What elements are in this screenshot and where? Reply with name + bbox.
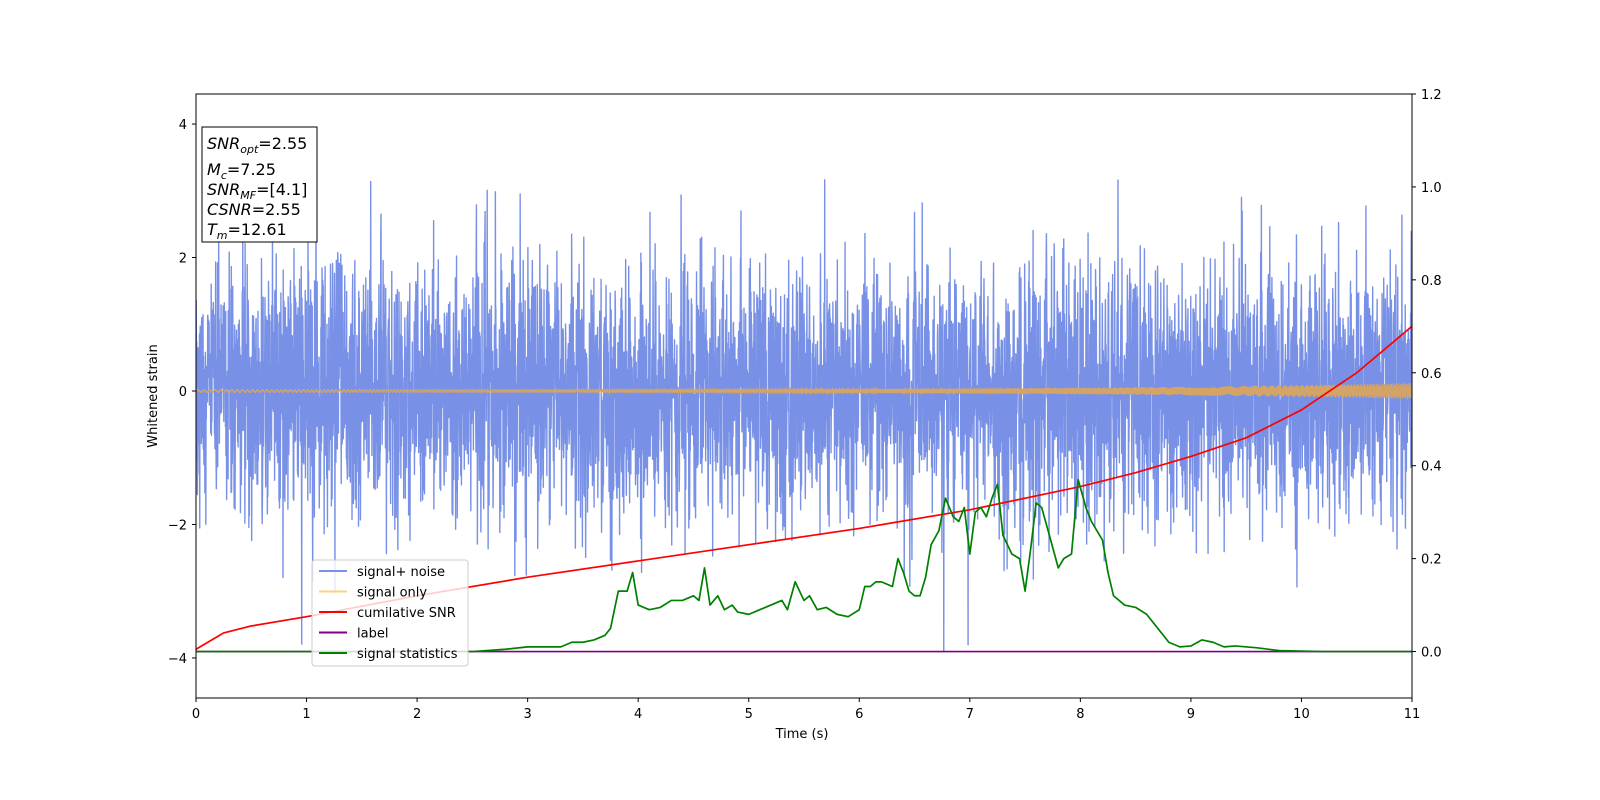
- x-tick-label: 8: [1076, 707, 1084, 722]
- legend-label-signal-noise: signal+ noise: [357, 565, 445, 580]
- legend-entries: signal+ noise signal only cumilative SNR la…: [319, 565, 458, 662]
- y-tick-label-right: 0.6: [1421, 367, 1442, 382]
- legend-label-signal-statistics: signal statistics: [357, 647, 458, 662]
- y-tick-label-right: 1.0: [1421, 181, 1442, 196]
- plot-frame: [195, 93, 1413, 699]
- x-tick-label: 3: [523, 707, 531, 722]
- y-axis-left: −4 −2 0 2 4: [168, 118, 196, 667]
- x-tick-label: 9: [1187, 707, 1195, 722]
- y-tick-label-left: −4: [168, 652, 187, 667]
- annotation-lines: SNRopt=2.55 Mc=7.25SNRMF=[4.1]CSNR=2.55Tm…: [207, 134, 307, 242]
- series-line-signal-only: [196, 383, 1412, 399]
- annotation-line: SNRMF=[4.1]: [207, 180, 307, 202]
- series-line-signal-noise: [196, 179, 1412, 652]
- x-tick-label: 1: [302, 707, 310, 722]
- y-tick-label-right: 0.0: [1421, 646, 1442, 661]
- y-tick-label-left: 2: [179, 252, 187, 267]
- x-tick-label: 2: [413, 707, 421, 722]
- annotation-line: Tm=12.61: [207, 220, 287, 242]
- x-tick-label: 0: [192, 707, 200, 722]
- annotation-line: SNRopt=2.55: [207, 134, 307, 156]
- x-tick-label: 6: [855, 707, 863, 722]
- x-axis-label: Time (s): [775, 727, 829, 742]
- legend: signal+ noise signal only cumilative SNR la…: [311, 559, 469, 667]
- annotation-line: Mc=7.25: [207, 160, 276, 182]
- annotation-line: CSNR=2.55: [207, 200, 301, 219]
- series-line-signal-statistics: [196, 478, 1412, 653]
- y-tick-label-right: 0.2: [1421, 553, 1442, 568]
- x-tick-label: 7: [966, 707, 974, 722]
- legend-label-cumilative-snr: cumilative SNR: [357, 606, 456, 621]
- x-tick-label: 10: [1293, 707, 1310, 722]
- series-line-cumilative-snr: [196, 325, 1412, 650]
- y-axis-right: 0.0 0.2 0.4 0.6 0.8 1.0 1.2: [1412, 88, 1442, 661]
- annotation-frame: [201, 126, 318, 243]
- x-tick-label: 4: [634, 707, 642, 722]
- legend-label-label: label: [357, 627, 388, 642]
- y-tick-label-right: 0.8: [1421, 274, 1442, 289]
- y-tick-label-right: 1.2: [1421, 88, 1442, 103]
- y-tick-label-left: −2: [168, 518, 187, 533]
- y-axis-label: Whitened strain: [146, 344, 161, 447]
- y-tick-label-left: 4: [179, 118, 187, 133]
- y-tick-label-left: 0: [179, 385, 187, 400]
- annotation-box: SNRopt=2.55 Mc=7.25SNRMF=[4.1]CSNR=2.55Tm…: [201, 126, 318, 243]
- x-axis: 0 1 2 3 4 5 6 7 8 9 10 11: [192, 698, 1420, 722]
- legend-frame: [311, 559, 469, 667]
- y-tick-label-right: 0.4: [1421, 460, 1442, 475]
- x-tick-label: 11: [1404, 707, 1421, 722]
- legend-label-signal-only: signal only: [357, 586, 427, 601]
- x-tick-label: 5: [745, 707, 753, 722]
